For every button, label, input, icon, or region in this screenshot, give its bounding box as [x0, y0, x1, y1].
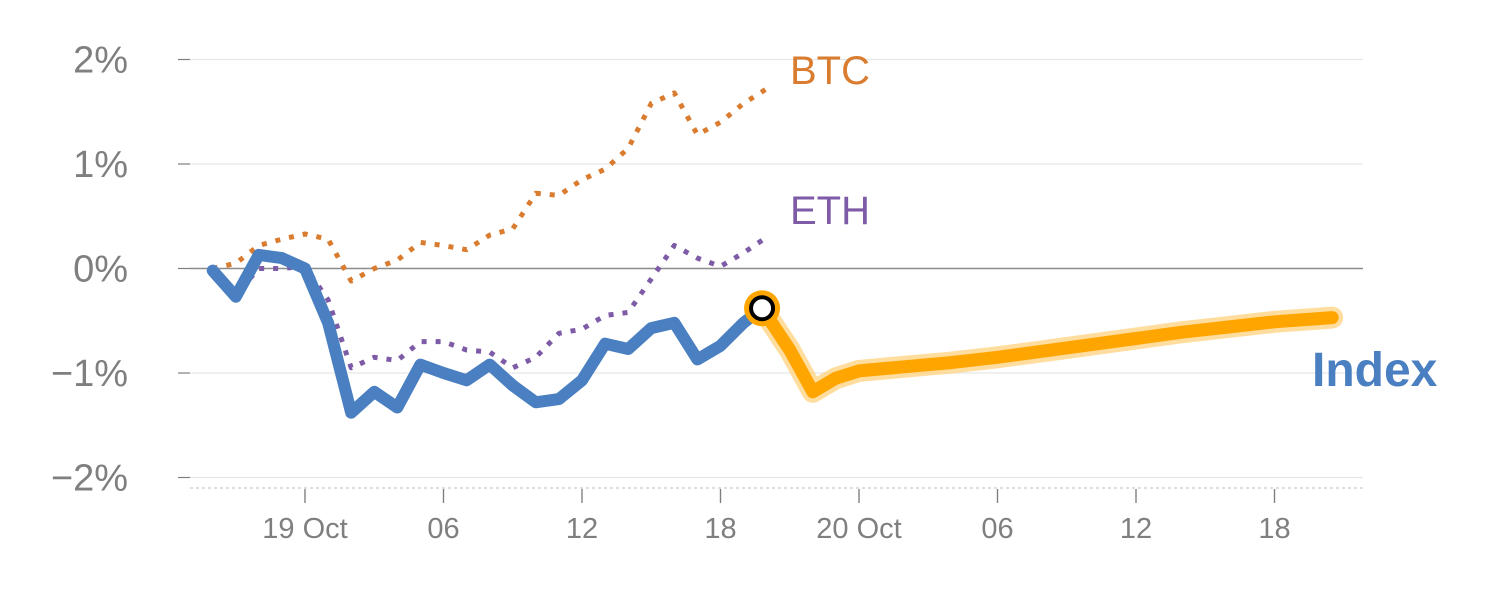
- x-axis: 19 Oct 06 12 18 20 Oct 06 12 18: [262, 489, 1291, 545]
- x-tick-label: 19 Oct: [262, 513, 347, 545]
- series-line-index: [206, 248, 768, 419]
- y-tick-label: −2%: [51, 458, 128, 500]
- x-tick-label: 12: [566, 513, 598, 545]
- x-tick-label: 12: [1120, 513, 1152, 545]
- series-label-eth: ETH: [790, 189, 870, 233]
- current-value-marker: [749, 295, 776, 322]
- y-axis: 2% 1% 0% −1% −2%: [51, 40, 190, 500]
- series-label-index: Index: [1312, 344, 1438, 397]
- series-line-btc: [212, 86, 769, 284]
- series: [206, 86, 1344, 419]
- y-tick-label: −1%: [51, 353, 128, 395]
- marker-layer: [744, 290, 781, 327]
- x-tick-label: 18: [704, 513, 736, 545]
- y-tick-label: 0%: [73, 249, 128, 291]
- x-tick-label: 06: [981, 513, 1013, 545]
- series-line-index-forecast: [755, 301, 1339, 399]
- x-tick-label: 20 Oct: [816, 513, 901, 545]
- x-tick-label: 18: [1258, 513, 1290, 545]
- series-label-btc: BTC: [790, 49, 870, 93]
- grid: [190, 58, 1363, 489]
- y-tick-label: 2%: [73, 40, 128, 82]
- y-tick-label: 1%: [73, 144, 128, 186]
- x-tick-label: 06: [427, 513, 459, 545]
